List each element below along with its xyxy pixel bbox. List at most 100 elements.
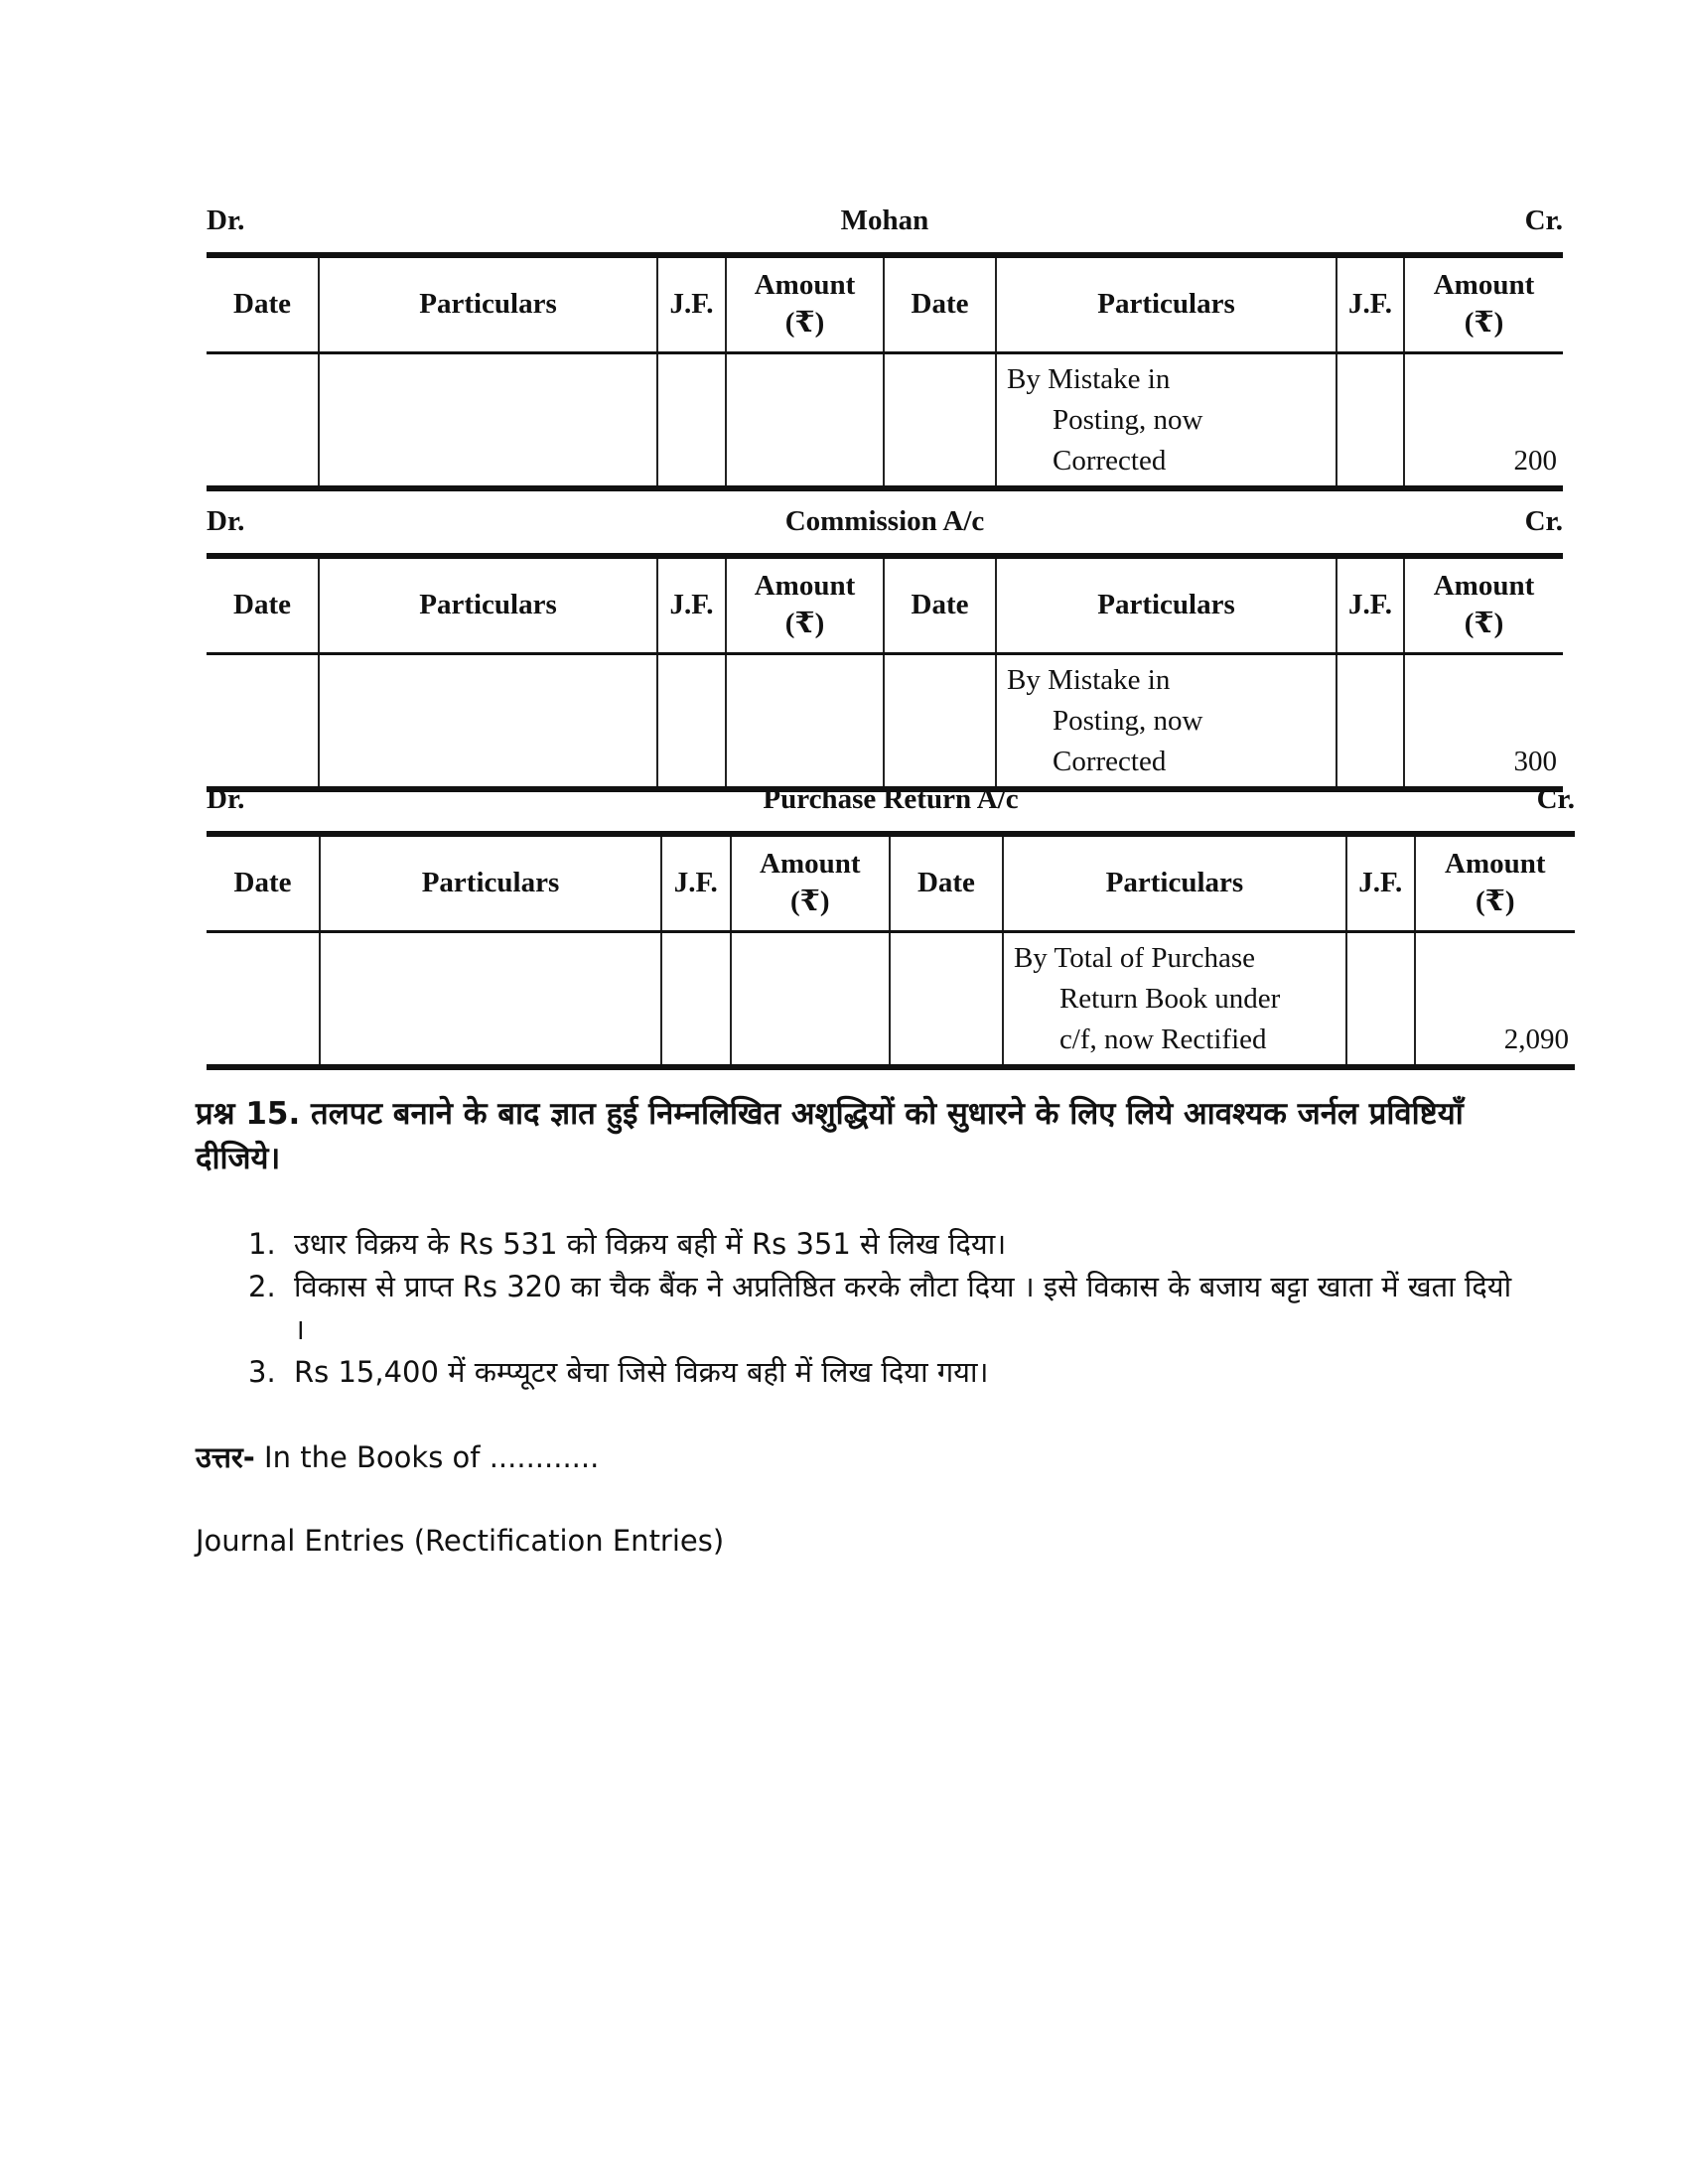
item-text: Rs 15,400 में कम्प्यूटर बेचा जिसे विक्रय…	[294, 1355, 989, 1389]
particular-line: Return Book under	[1058, 983, 1281, 1015]
particular-line: Posting, now	[1053, 705, 1203, 737]
answer-label: उत्तर-	[196, 1440, 255, 1474]
amount-label: Amount	[754, 269, 856, 302]
account-header: Dr. Purchase Return A/c Cr.	[207, 783, 1575, 815]
answer-line: उत्तर- In the Books of ............	[196, 1437, 599, 1476]
rupee-symbol: (₹)	[784, 608, 825, 639]
rupee-symbol: (₹)	[1476, 886, 1515, 917]
dr-label: Dr.	[207, 205, 245, 236]
cr-label: Cr.	[1524, 205, 1563, 236]
ledger-account: Dr. Commission A/c Cr. Date Particulars …	[207, 505, 1563, 792]
header-row: Date Particulars J.F. Amount (₹) Date Part…	[207, 255, 1563, 353]
col-amount-cr: Amount (₹)	[1413, 834, 1575, 932]
ledger-table: Date Particulars J.F. Amount (₹) Date Part…	[207, 831, 1575, 1070]
col-date-dr: Date	[207, 834, 321, 932]
table-row: By Total of Purchase Return Book under c…	[207, 931, 1575, 1067]
amount-label: Amount	[1445, 848, 1546, 881]
amount-label: Amount	[754, 570, 856, 603]
col-particulars-cr: Particulars	[995, 255, 1337, 353]
dr-jf	[659, 931, 732, 1067]
amount-label: Amount	[1433, 570, 1535, 603]
cr-date	[883, 653, 997, 789]
particular-line: By Total of Purchase	[1013, 942, 1256, 974]
col-jf-cr: J.F.	[1336, 556, 1405, 654]
col-date-cr: Date	[883, 255, 997, 353]
header-row: Date Particulars J.F. Amount (₹) Date Part…	[207, 556, 1563, 654]
dr-jf	[656, 352, 727, 488]
cr-jf	[1344, 931, 1416, 1067]
account-name: Commission A/c	[784, 505, 985, 537]
ledger-account: Dr. Purchase Return A/c Cr. Date Particu…	[207, 783, 1575, 1070]
ledger-account: Dr. Mohan Cr. Date Particulars J.F. Amou…	[207, 205, 1563, 491]
dr-amount	[725, 653, 885, 789]
cr-amount: 200	[1403, 352, 1563, 488]
cr-jf	[1336, 352, 1405, 488]
col-jf-dr: J.F.	[656, 255, 727, 353]
col-particulars-cr: Particulars	[995, 556, 1337, 654]
question-heading: प्रश्न 15. तलपट बनाने के बाद ज्ञात हुई न…	[196, 1096, 1464, 1176]
cr-jf	[1336, 653, 1405, 789]
col-jf-dr: J.F.	[656, 556, 727, 654]
account-header: Dr. Commission A/c Cr.	[207, 505, 1563, 537]
item-number: 2.	[248, 1270, 276, 1303]
table-row: By Mistake in Posting, now Corrected 300	[207, 653, 1563, 789]
cr-particulars: By Mistake in Posting, now Corrected	[995, 352, 1337, 488]
header-row: Date Particulars J.F. Amount (₹) Date Part…	[207, 834, 1575, 932]
answer-text: In the Books of ............	[254, 1440, 600, 1474]
col-jf-dr: J.F.	[659, 834, 732, 932]
col-date-cr: Date	[888, 834, 1004, 932]
particular-line: Corrected	[1053, 746, 1167, 777]
col-date-dr: Date	[207, 255, 320, 353]
col-amount-dr: Amount (₹)	[725, 556, 885, 654]
particular-line: By Mistake in	[1007, 664, 1171, 696]
col-particulars-dr: Particulars	[318, 255, 658, 353]
rupee-symbol: (₹)	[784, 307, 825, 339]
dr-particulars	[318, 352, 658, 488]
ledger-table: Date Particulars J.F. Amount (₹) Date Part…	[207, 553, 1563, 792]
col-amount-cr: Amount (₹)	[1403, 556, 1563, 654]
col-jf-cr: J.F.	[1344, 834, 1416, 932]
ledger-table: Date Particulars J.F. Amount (₹) Date Part…	[207, 252, 1563, 491]
dr-amount	[725, 352, 885, 488]
account-name: Purchase Return A/c	[763, 783, 1019, 815]
item-text: विकास से प्राप्त Rs 320 का चैक बैंक ने अ…	[294, 1270, 1512, 1346]
amount-label: Amount	[1433, 269, 1535, 302]
dr-amount	[729, 931, 891, 1067]
col-particulars-dr: Particulars	[318, 556, 658, 654]
amount-label: Amount	[760, 848, 861, 881]
cr-amount: 2,090	[1413, 931, 1575, 1067]
dr-particulars	[318, 653, 658, 789]
dr-date	[207, 352, 320, 488]
item-text: उधार विक्रय के Rs 531 को विक्रय बही में …	[294, 1227, 1007, 1261]
cr-date	[888, 931, 1004, 1067]
rupee-symbol: (₹)	[1464, 307, 1504, 339]
particular-line: Posting, now	[1053, 404, 1203, 436]
item-number: 1.	[248, 1227, 276, 1261]
col-date-cr: Date	[883, 556, 997, 654]
rupee-symbol: (₹)	[1464, 608, 1504, 639]
list-item: 3. Rs 15,400 में कम्प्यूटर बेचा जिसे विक्…	[248, 1351, 1519, 1394]
col-amount-dr: Amount (₹)	[725, 255, 885, 353]
col-particulars-cr: Particulars	[1001, 834, 1347, 932]
cr-amount: 300	[1403, 653, 1563, 789]
journal-title: Journal Entries (Rectification Entries)	[196, 1524, 725, 1558]
dr-date	[207, 931, 321, 1067]
account-name: Mohan	[840, 205, 929, 236]
col-date-dr: Date	[207, 556, 320, 654]
cr-particulars: By Mistake in Posting, now Corrected	[995, 653, 1337, 789]
col-amount-dr: Amount (₹)	[729, 834, 891, 932]
cr-label: Cr.	[1536, 783, 1575, 815]
rupee-symbol: (₹)	[790, 886, 830, 917]
dr-date	[207, 653, 320, 789]
col-jf-cr: J.F.	[1336, 255, 1405, 353]
cr-date	[883, 352, 997, 488]
cr-particulars: By Total of Purchase Return Book under c…	[1001, 931, 1347, 1067]
table-row: By Mistake in Posting, now Corrected 200	[207, 352, 1563, 488]
account-header: Dr. Mohan Cr.	[207, 205, 1563, 236]
particular-line: c/f, now Rectified	[1058, 1024, 1267, 1055]
list-item: 2. विकास से प्राप्त Rs 320 का चैक बैंक ने…	[248, 1266, 1519, 1351]
col-amount-cr: Amount (₹)	[1403, 255, 1563, 353]
error-list: 1. उधार विक्रय के Rs 531 को विक्रय बही मे…	[248, 1223, 1519, 1394]
dr-label: Dr.	[207, 505, 245, 537]
